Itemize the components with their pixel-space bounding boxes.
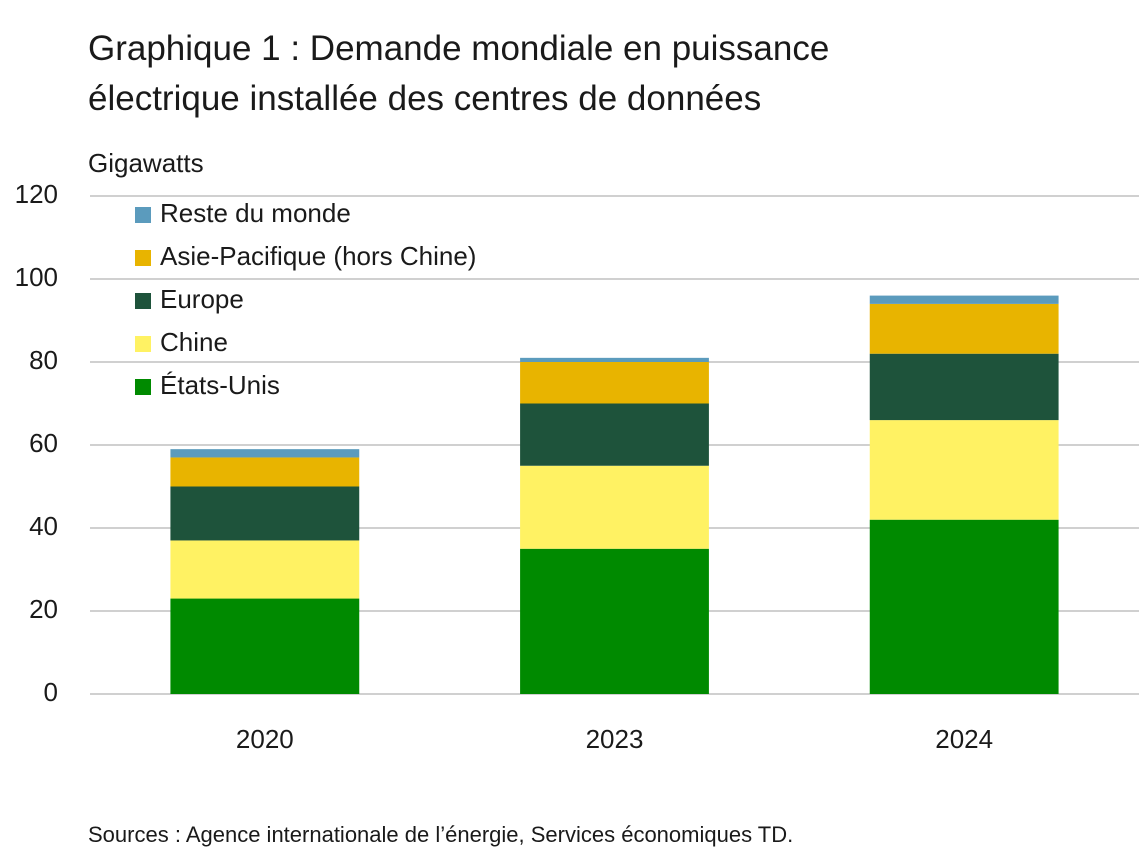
legend-swatch bbox=[135, 250, 151, 266]
source-note: Sources : Agence internationale de l’éne… bbox=[88, 822, 793, 847]
bar-segment bbox=[520, 548, 709, 694]
chart-title: Graphique 1 : Demande mondiale en puissa… bbox=[88, 29, 830, 118]
y-tick-label: 100 bbox=[15, 262, 58, 292]
y-tick-label: 60 bbox=[29, 428, 58, 458]
y-tick-label: 40 bbox=[29, 511, 58, 541]
legend-label: Europe bbox=[160, 284, 244, 314]
legend-label: États-Unis bbox=[160, 370, 280, 400]
bar-segment bbox=[170, 486, 360, 541]
legend-swatch bbox=[135, 293, 151, 309]
bar-segment bbox=[869, 295, 1059, 304]
bar-segment bbox=[869, 303, 1059, 354]
bar-segment bbox=[520, 403, 709, 466]
x-tick-label: 2020 bbox=[236, 724, 294, 754]
y-tick-label: 0 bbox=[44, 677, 58, 707]
y-tick-label: 20 bbox=[29, 594, 58, 624]
bar-segment bbox=[170, 457, 360, 487]
bar-segment bbox=[170, 540, 360, 599]
y-tick-label: 120 bbox=[15, 179, 58, 209]
legend-label: Chine bbox=[160, 327, 228, 357]
bar-segment bbox=[520, 357, 709, 362]
bar-segment bbox=[520, 465, 709, 549]
bar-segment bbox=[520, 362, 709, 404]
bar-segment bbox=[170, 598, 360, 694]
bar-segment bbox=[869, 519, 1059, 694]
legend-label: Reste du monde bbox=[160, 198, 351, 228]
bar-segment bbox=[869, 353, 1059, 421]
bar-segment bbox=[170, 449, 360, 458]
x-tick-label: 2023 bbox=[586, 724, 644, 754]
legend-swatch bbox=[135, 336, 151, 352]
y-tick-label: 80 bbox=[29, 345, 58, 375]
legend-swatch bbox=[135, 207, 151, 223]
x-tick-label: 2024 bbox=[935, 724, 993, 754]
legend-label: Asie-Pacifique (hors Chine) bbox=[160, 241, 476, 271]
y-axis-label: Gigawatts bbox=[88, 148, 204, 178]
legend-swatch bbox=[135, 379, 151, 395]
bar-segment bbox=[869, 420, 1059, 520]
